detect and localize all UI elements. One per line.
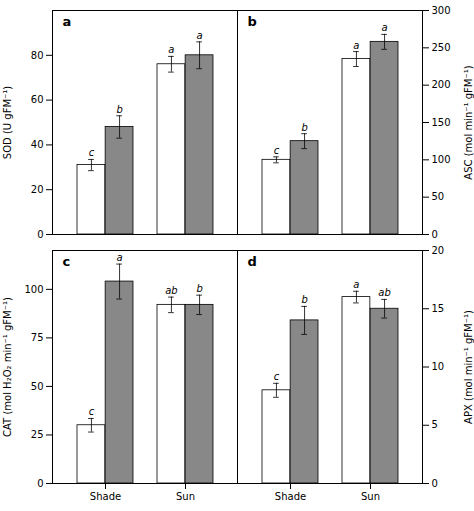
svg-text:25: 25	[31, 429, 44, 440]
svg-text:0: 0	[37, 229, 43, 240]
svg-text:CAT (mol H₂O₂ min⁻¹ gFM⁻¹): CAT (mol H₂O₂ min⁻¹ gFM⁻¹)	[2, 297, 13, 437]
svg-text:10: 10	[432, 361, 445, 372]
svg-text:c: c	[274, 371, 280, 382]
svg-text:60: 60	[31, 94, 44, 105]
svg-text:50: 50	[432, 191, 445, 202]
svg-text:100: 100	[24, 284, 43, 295]
svg-text:a: a	[117, 252, 123, 263]
svg-text:250: 250	[432, 42, 451, 53]
svg-text:300: 300	[432, 5, 451, 16]
svg-text:c: c	[63, 254, 71, 269]
svg-text:a: a	[63, 14, 72, 29]
svg-text:0: 0	[37, 478, 43, 489]
svg-text:b: b	[301, 294, 307, 305]
svg-text:ab: ab	[378, 287, 390, 298]
svg-text:Shade: Shade	[275, 491, 306, 502]
svg-text:200: 200	[432, 79, 451, 90]
svg-text:20: 20	[432, 245, 445, 256]
svg-text:75: 75	[31, 332, 44, 343]
svg-text:100: 100	[432, 154, 451, 165]
svg-text:b: b	[301, 122, 307, 133]
svg-text:20: 20	[31, 184, 44, 195]
svg-text:Shade: Shade	[90, 491, 121, 502]
svg-text:a: a	[168, 44, 174, 55]
svg-text:80: 80	[31, 50, 44, 61]
svg-text:150: 150	[432, 117, 451, 128]
svg-text:ASC (mol min⁻¹ gFM⁻¹): ASC (mol min⁻¹ gFM⁻¹)	[463, 65, 474, 179]
svg-text:a: a	[353, 279, 359, 290]
svg-text:0: 0	[432, 229, 438, 240]
svg-text:0: 0	[432, 478, 438, 489]
svg-text:15: 15	[432, 303, 445, 314]
svg-text:b: b	[196, 283, 202, 294]
svg-text:c: c	[89, 406, 95, 417]
svg-text:Sun: Sun	[176, 491, 195, 502]
svg-text:a: a	[382, 22, 388, 33]
svg-text:b: b	[248, 14, 257, 29]
svg-text:Sun: Sun	[361, 491, 380, 502]
svg-text:APX (mol min⁻¹ gFM⁻¹): APX (mol min⁻¹ gFM⁻¹)	[463, 310, 474, 424]
svg-text:a: a	[197, 30, 203, 41]
svg-text:d: d	[248, 254, 257, 269]
svg-text:40: 40	[31, 139, 44, 150]
svg-text:SOD (U gFM⁻¹): SOD (U gFM⁻¹)	[2, 86, 13, 160]
svg-text:50: 50	[31, 381, 44, 392]
svg-text:a: a	[353, 40, 359, 51]
svg-text:b: b	[116, 104, 122, 115]
svg-text:5: 5	[432, 419, 438, 430]
svg-text:c: c	[89, 147, 95, 158]
svg-text:ab: ab	[165, 285, 177, 296]
svg-text:c: c	[274, 145, 280, 156]
